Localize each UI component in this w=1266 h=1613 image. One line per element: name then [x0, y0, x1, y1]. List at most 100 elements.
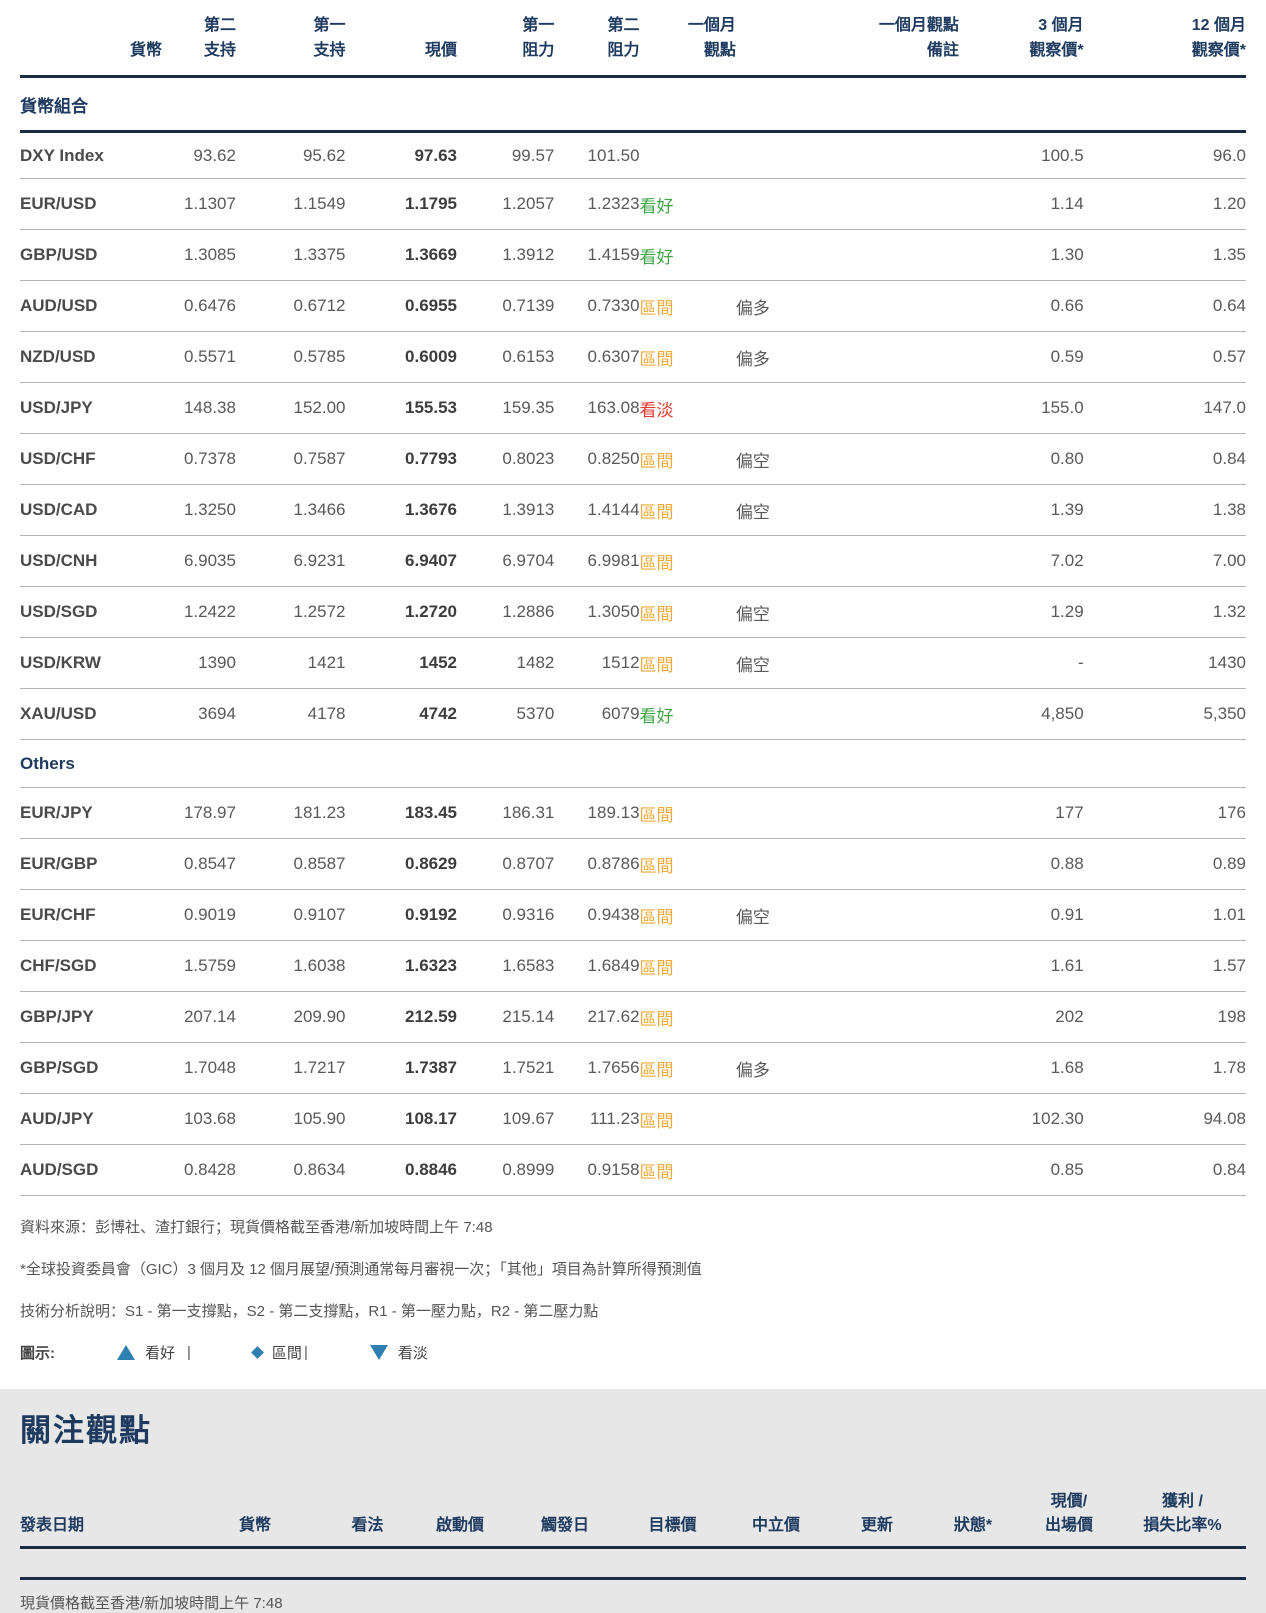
cell-r2: 0.7330 [554, 280, 640, 332]
cell-view: 區間 [639, 1093, 736, 1145]
cell-note [735, 688, 959, 740]
cell-s1: 0.6712 [235, 280, 346, 332]
watch-empty-row [20, 1549, 1246, 1580]
cell-s2: 3694 [161, 688, 236, 740]
cell-currency: DXY Index [20, 131, 162, 179]
cell-s1: 4178 [235, 688, 346, 740]
cell-currency: GBP/JPY [20, 991, 162, 1043]
cell-view: 區間 [639, 535, 736, 587]
fx-row-gbp-jpy: GBP/JPY 207.14 209.90 212.59 215.14 217.62 區間 2… [20, 991, 1246, 1043]
cell-currency: NZD/USD [20, 331, 162, 383]
cell-r1: 109.67 [457, 1093, 555, 1145]
one-month-view-badge: 區間 [639, 604, 674, 624]
fx-row-eur-jpy: EUR/JPY 178.97 181.23 183.45 186.31 189.13 區間 1… [20, 787, 1246, 839]
cell-price: 0.6955 [345, 280, 458, 332]
cell-view: 區間 [639, 280, 736, 332]
one-month-view-badge: 區間 [639, 1162, 674, 1182]
one-month-view-badge: 區間 [639, 1009, 674, 1029]
legend-label: 圖示: [20, 1344, 55, 1362]
cell-s2: 1.1307 [161, 178, 236, 230]
legend-item-bearish: 看淡 [369, 1342, 428, 1363]
cell-m3: 0.80 [958, 433, 1084, 485]
legend-item-text: 區間 [271, 1344, 302, 1362]
watch-column-header-line: 觸發日 [540, 1516, 589, 1534]
cell-r2: 217.62 [554, 991, 640, 1043]
cell-s1: 209.90 [235, 991, 346, 1043]
cell-m12: 1.78 [1083, 1042, 1246, 1094]
watch-head-row: 發表日期 貨幣 看法 啟動價 觸發日 目標價 中立價 更新 狀態* 現價/出場價 獲利 / 損失比率% [20, 1490, 1246, 1549]
cell-note: 偏空 [735, 586, 959, 638]
cell-s2: 178.97 [161, 787, 236, 839]
cell-note [735, 178, 959, 230]
cell-price: 155.53 [345, 382, 458, 434]
fx-row-gbp-sgd: GBP/SGD 1.7048 1.7217 1.7387 1.7521 1.7656 區間 偏… [20, 1042, 1246, 1094]
cell-note [735, 131, 959, 179]
cell-note: 偏空 [735, 484, 959, 536]
cell-m12: 0.57 [1083, 331, 1246, 383]
cell-r2: 6079 [554, 688, 640, 740]
watch-column-header-activation_price: 啟動價 [410, 1514, 510, 1538]
cell-r2: 101.50 [554, 131, 640, 179]
cell-price: 1.6323 [345, 940, 458, 992]
column-header-line: 觀察價* [1191, 41, 1246, 59]
fx-row-usd-cnh: USD/CNH 6.9035 6.9231 6.9407 6.9704 6.9981 區間 7… [20, 535, 1246, 587]
one-month-view-badge: 區間 [639, 298, 674, 318]
cell-price: 97.63 [345, 131, 458, 179]
watch-column-header-line: 現價/ [1050, 1492, 1088, 1510]
watch-column-header-price_exit: 現價/出場價 [1019, 1490, 1119, 1538]
cell-m3: 0.66 [958, 280, 1084, 332]
cell-s1: 1.2572 [235, 586, 346, 638]
cell-r1: 0.8707 [457, 838, 555, 890]
fx-row-aud-usd: AUD/USD 0.6476 0.6712 0.6955 0.7139 0.7330 區間 偏… [20, 280, 1246, 332]
cell-s1: 1.6038 [235, 940, 346, 992]
one-month-view-badge: 區間 [639, 655, 674, 675]
one-month-view-badge: 區間 [639, 805, 674, 825]
cell-r2: 111.23 [554, 1093, 640, 1145]
watch-note: 現貨價格截至香港/新加坡時間上午 7:48 [20, 1594, 283, 1612]
cell-currency: AUD/USD [20, 280, 162, 332]
fx-row-usd-chf: USD/CHF 0.7378 0.7587 0.7793 0.8023 0.8250 區間 偏… [20, 433, 1246, 485]
cell-m12: 0.89 [1083, 838, 1246, 890]
cell-s1: 0.9107 [235, 889, 346, 941]
cell-s1: 181.23 [235, 787, 346, 839]
cell-note [735, 229, 959, 281]
column-header-m12: 12 個月 觀察價* [1083, 0, 1246, 78]
cell-s1: 0.8587 [235, 838, 346, 890]
one-month-view-badge: 看好 [639, 196, 674, 216]
cell-s2: 0.8547 [161, 838, 236, 890]
cell-m12: 7.00 [1083, 535, 1246, 587]
cell-price: 1.1795 [345, 178, 458, 230]
legend-item-bullish: 看好 | [117, 1342, 191, 1363]
cell-price: 1.2720 [345, 586, 458, 638]
cell-r1: 1482 [457, 637, 555, 689]
cell-m12: 1.20 [1083, 178, 1246, 230]
fx-row-usd-sgd: USD/SGD 1.2422 1.2572 1.2720 1.2886 1.3050 區間 偏… [20, 586, 1246, 638]
cell-view: 看好 [639, 229, 736, 281]
column-header-line: 貨幣 [129, 41, 162, 59]
cell-r1: 5370 [457, 688, 555, 740]
one-month-view-badge: 區間 [639, 349, 674, 369]
cell-price: 0.6009 [345, 331, 458, 383]
cell-r2: 1.4159 [554, 229, 640, 281]
cell-currency: EUR/USD [20, 178, 162, 230]
watch-column-header-line: 發表日期 [20, 1516, 85, 1534]
cell-m3: 0.85 [958, 1144, 1084, 1196]
footnote-source: 資料來源：彭博社、渣打銀行；現貨價格截至香港/新加坡時間上午 7:48 [20, 1218, 493, 1236]
cell-note [735, 787, 959, 839]
cell-m3: 202 [958, 991, 1084, 1043]
cell-currency: EUR/JPY [20, 787, 162, 839]
cell-r2: 163.08 [554, 382, 640, 434]
cell-r1: 159.35 [457, 382, 555, 434]
cell-r2: 0.8786 [554, 838, 640, 890]
cell-m3: 1.14 [958, 178, 1084, 230]
cell-r1: 0.7139 [457, 280, 555, 332]
cell-m12: 1.38 [1083, 484, 1246, 536]
column-header-line: 第一 [522, 17, 555, 34]
cell-price: 4742 [345, 688, 458, 740]
watch-column-header-line: 啟動價 [435, 1516, 484, 1534]
cell-price: 0.8629 [345, 838, 458, 890]
cell-currency: USD/CAD [20, 484, 162, 536]
cell-m12: 1.01 [1083, 889, 1246, 941]
watch-column-header-target_price: 目標價 [620, 1514, 725, 1538]
cell-r1: 215.14 [457, 991, 555, 1043]
